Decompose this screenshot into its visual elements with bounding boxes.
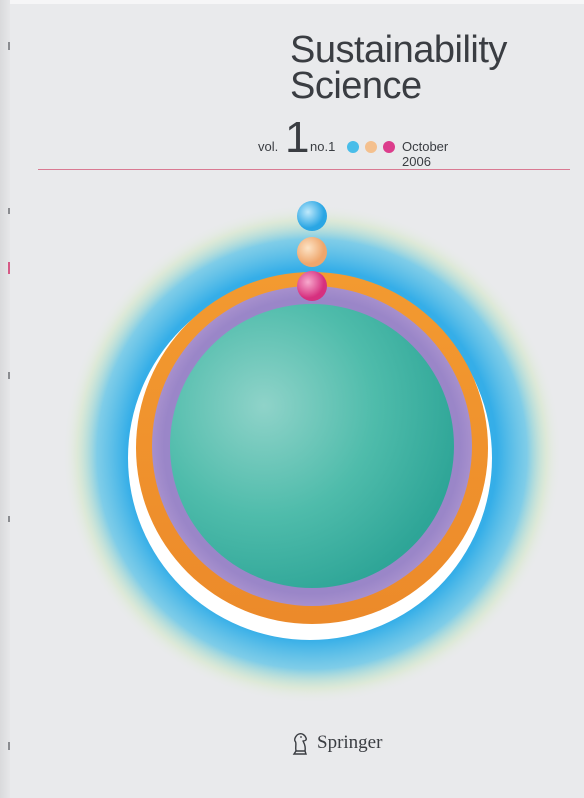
blue-dot-icon bbox=[347, 141, 359, 153]
edge-tick bbox=[8, 372, 10, 379]
journal-title-line-1: Sustainability bbox=[290, 29, 507, 71]
journal-title-line-2: Science bbox=[290, 65, 422, 107]
issue-number: no.1 bbox=[310, 139, 336, 154]
publisher-name: Springer bbox=[317, 732, 383, 753]
edge-tick bbox=[8, 262, 10, 274]
journal-title: Sustainability Science bbox=[290, 29, 507, 107]
publisher-block: Springer bbox=[289, 728, 382, 758]
peach-dot-icon bbox=[365, 141, 377, 153]
blue-sphere-icon bbox=[297, 201, 327, 231]
cover-artwork bbox=[64, 201, 560, 704]
volume-number: 1 bbox=[285, 113, 310, 162]
edge-tick bbox=[8, 42, 10, 50]
edge-tick bbox=[8, 742, 10, 750]
peach-sphere-icon bbox=[297, 237, 327, 267]
issue-date: October 2006 bbox=[402, 139, 449, 169]
cover-top-edge bbox=[0, 0, 584, 4]
cover-left-edge bbox=[0, 0, 10, 798]
title-divider bbox=[38, 169, 570, 170]
volume-label: vol. bbox=[258, 139, 279, 154]
edge-tick bbox=[8, 208, 10, 214]
teal-globe bbox=[170, 304, 454, 588]
edge-tick bbox=[8, 516, 10, 522]
springer-knight-icon bbox=[292, 733, 307, 755]
pink-dot-icon bbox=[383, 141, 395, 153]
pink-sphere-icon bbox=[297, 271, 327, 301]
